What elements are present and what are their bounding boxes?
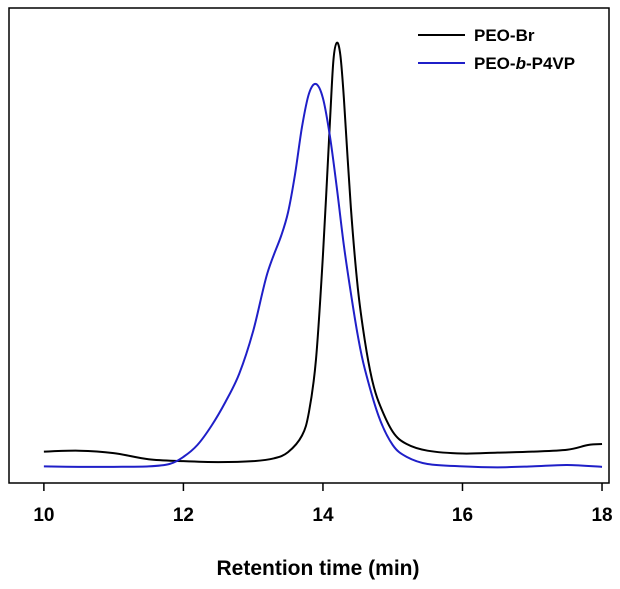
series-line-peo-br [43, 41, 603, 464]
x-tick-label: 12 [173, 505, 194, 526]
x-tick-label: 10 [33, 505, 54, 526]
x-tick-label: 18 [591, 505, 612, 526]
x-tick-label: 16 [452, 505, 473, 526]
x-axis-title: Retention time (min) [217, 557, 420, 580]
series-line-peo-b-p4vp [43, 82, 603, 469]
legend-label: PEO-b-P4VP [474, 54, 575, 73]
x-axis: 10 12 14 16 18 [33, 483, 613, 526]
legend-label: PEO-Br [474, 26, 535, 45]
x-tick-label: 14 [312, 505, 334, 526]
legend: PEO-Br PEO-b-P4VP [418, 26, 575, 73]
series-layer [43, 41, 603, 469]
plot-frame [8, 7, 610, 484]
